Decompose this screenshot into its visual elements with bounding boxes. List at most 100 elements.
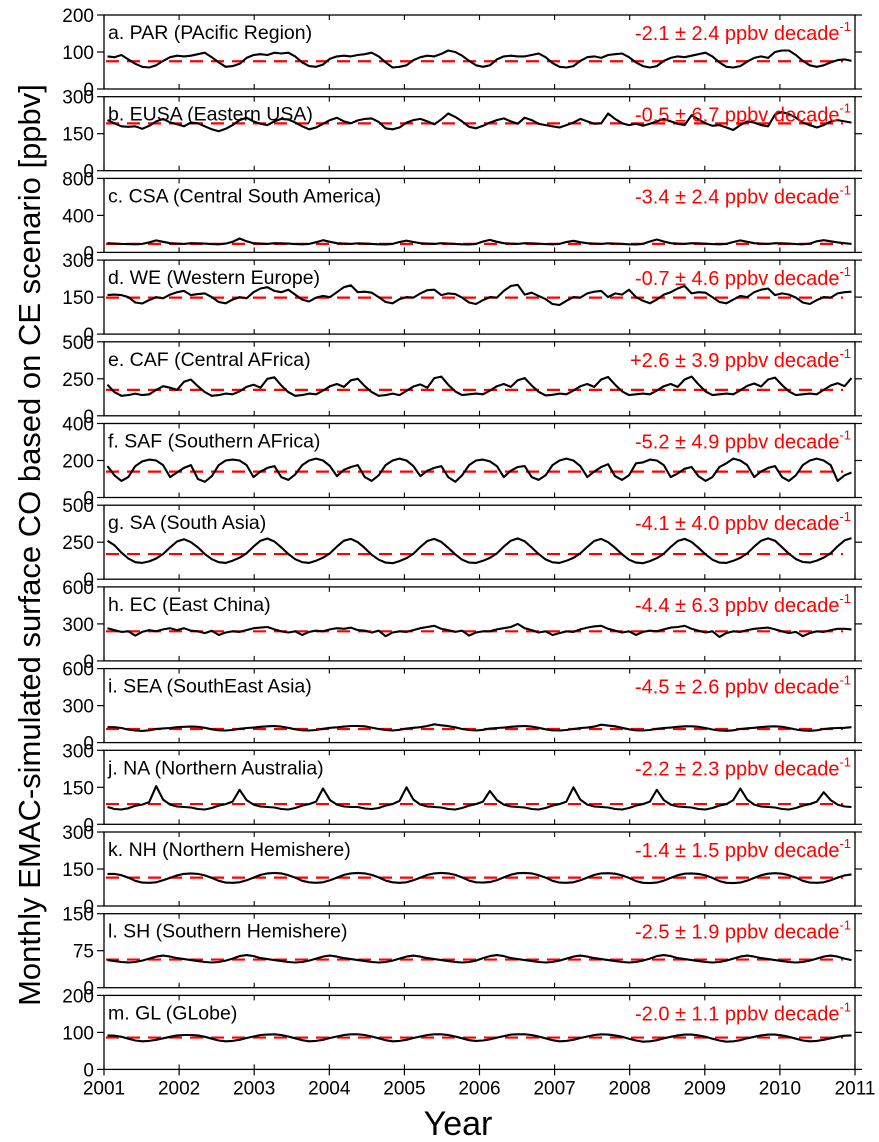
y-tick-label: 0 [83,1060,94,1081]
trend-value: -4.1 ± 4.0 ppbv decade [635,513,839,535]
series-line [106,457,852,483]
y-tick-label: 200 [62,452,94,473]
panel-title: e. CAF (Central AFrica) [108,349,311,371]
y-tick-label: 300 [62,697,94,718]
trend-superscript: -1 [839,509,851,524]
trend-superscript: -1 [839,754,851,769]
trend-annotation: -2.2 ± 2.3 ppbv decade-1 [635,754,851,780]
trend-superscript: -1 [839,346,851,361]
x-axis: 2001 2002 2003 2004 2005 2006 2007 2008 2009 2010… [83,1069,876,1099]
panel-title: i. SEA (SouthEast Asia) [108,676,312,698]
panel-12: 0 100 200 m. GL (GLobe) -2.0 ± 1.1 ppbv deca… [62,986,862,1081]
y-tick-label: 250 [62,533,94,554]
panel-10: 0 150 300 k. NH (Northern Hemishere) -1.4 ± … [62,823,862,918]
series-line [106,537,852,565]
y-tick-label: 0 [83,734,94,755]
trend-annotation: -0.7 ± 4.6 ppbv decade-1 [635,264,851,290]
y-tick-label: 300 [62,88,94,109]
trend-superscript: -1 [839,182,851,197]
series-line [107,785,852,811]
trend-superscript: -1 [839,101,851,116]
x-tick-label: 2003 [233,1078,275,1099]
panel-title: j. NA (Northern Australia) [107,757,324,779]
y-tick-label: 0 [83,407,94,428]
trend-superscript: -1 [839,918,851,933]
panel-6: 0 250 500 g. SA (South Asia) -4.1 ± 4.0 ppbv… [62,496,862,591]
y-tick-label: 150 [62,288,94,309]
trend-annotation: -3.4 ± 2.4 ppbv decade-1 [635,182,851,208]
trend-superscript: -1 [839,591,851,606]
x-tick-label: 2009 [684,1078,726,1099]
y-tick-label: 250 [62,370,94,391]
trend-value: -2.2 ± 2.3 ppbv decade [635,758,839,780]
panel-title: a. PAR (PAcific Region) [108,22,312,44]
y-tick-label: 300 [62,251,94,272]
x-tick-label: 2010 [759,1078,801,1099]
x-axis-label: Year [424,1105,493,1142]
trend-superscript: -1 [839,836,851,851]
y-tick-label: 0 [83,80,94,101]
series-line [107,622,852,638]
y-axis-label: Monthly EMAC-simulated surface CO based … [12,84,47,1006]
panel-title: b. EUSA (Eastern USA) [108,104,313,126]
panel-title: k. NH (Northern Hemishere) [108,839,351,861]
x-tick-label: 2005 [383,1078,425,1099]
panel-11: 0 75 150 l. SH (Southern Hemishere) -2.5 ± 1… [62,905,862,1000]
y-tick-label: 0 [83,489,94,510]
trend-value: -3.4 ± 2.4 ppbv decade [635,186,839,208]
trend-superscript: -1 [839,673,851,688]
y-tick-label: 200 [62,986,94,1007]
trend-superscript: -1 [839,264,851,279]
trend-annotation: -5.2 ± 4.9 ppbv decade-1 [635,428,851,454]
x-tick-label: 2001 [83,1078,125,1099]
y-tick-label: 0 [83,570,94,591]
trend-value: -0.7 ± 4.6 ppbv decade [635,268,839,290]
panel-3: 0 150 300 d. WE (Western Europe) -0.7 ± 4.6 … [62,251,862,346]
trend-value: -1.4 ± 1.5 ppbv decade [635,840,839,862]
series-line [107,283,852,307]
y-tick-label: 75 [73,942,94,963]
series-line [107,871,852,885]
y-tick-label: 0 [83,815,94,836]
y-tick-label: 100 [62,1023,94,1044]
panel-title: d. WE (Western Europe) [108,267,320,289]
trend-value: -2.5 ± 1.9 ppbv decade [635,922,839,944]
trend-annotation: -2.1 ± 2.4 ppbv decade-1 [635,19,851,45]
trend-superscript: -1 [839,19,851,34]
series-line [107,1033,852,1043]
y-tick-label: 200 [62,6,94,27]
y-tick-label: 0 [83,979,94,1000]
trend-annotation: +2.6 ± 3.9 ppbv decade-1 [630,346,851,372]
y-tick-label: 0 [83,325,94,346]
panel-title: h. EC (East China) [108,594,271,616]
series-line [107,49,852,69]
panel-title: g. SA (South Asia) [108,512,266,534]
x-tick-label: 2007 [533,1078,575,1099]
x-tick-label: 2011 [835,1078,876,1099]
y-tick-label: 300 [62,741,94,762]
panel-4: 0 250 500 e. CAF (Central AFrica) +2.6 ± 3.9… [62,333,862,428]
panel-9: 0 150 300 j. NA (Northern Australia) -2.2 ± … [62,741,862,836]
y-tick-label: 600 [62,578,94,599]
y-tick-label: 300 [62,823,94,844]
y-tick-label: 0 [83,162,94,183]
trend-annotation: -4.1 ± 4.0 ppbv decade-1 [635,509,851,535]
panel-title: m. GL (GLobe) [108,1002,237,1024]
panel-0: 0 100 200 a. PAR (PAcific Region) -2.1 ± 2.4… [62,6,862,101]
trend-value: +2.6 ± 3.9 ppbv decade [630,350,839,372]
panel-5: 0 200 400 f. SAF (Southern AFrica) -5.2 ± 4.… [62,415,862,510]
panel-title: f. SAF (Southern AFrica) [108,431,320,453]
y-tick-label: 300 [62,615,94,636]
y-tick-label: 500 [62,333,94,354]
y-tick-label: 400 [62,415,94,436]
y-tick-label: 150 [62,905,94,926]
y-tick-label: 500 [62,496,94,517]
trend-value: -4.4 ± 6.3 ppbv decade [635,595,839,617]
x-tick-label: 2006 [458,1078,500,1099]
trend-value: -5.2 ± 4.9 ppbv decade [635,432,839,454]
series-line [107,110,852,133]
y-tick-label: 0 [83,243,94,264]
panel-7: 0 300 600 h. EC (East China) -4.4 ± 6.3 ppbv… [62,578,862,673]
trend-annotation: -4.5 ± 2.6 ppbv decade-1 [635,673,851,699]
series-line [107,723,852,732]
